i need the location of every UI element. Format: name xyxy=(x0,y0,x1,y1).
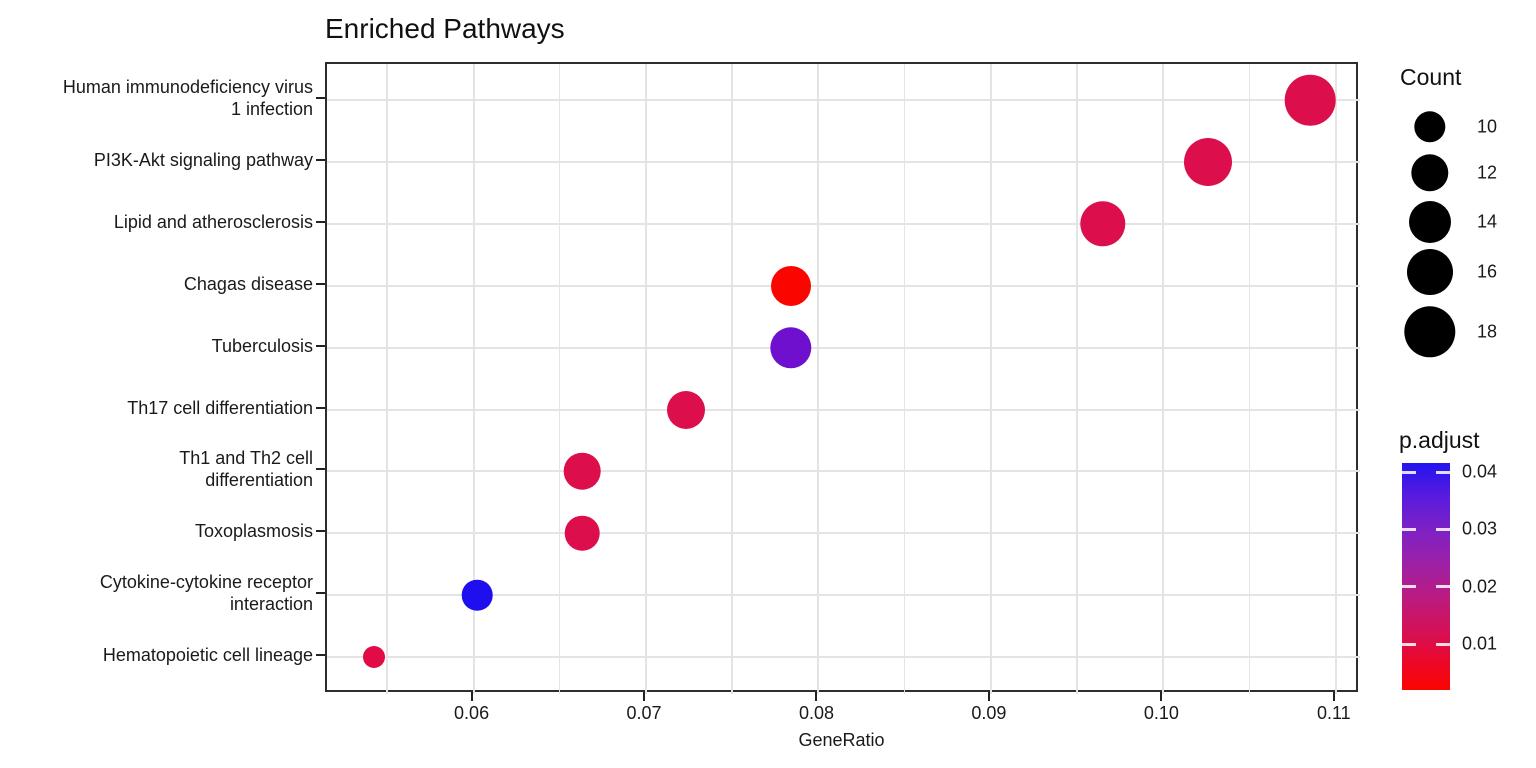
legend-padjust-title: p.adjust xyxy=(1399,427,1480,453)
y-tick-mark xyxy=(316,220,325,223)
legend-count-label: 14 xyxy=(1477,211,1498,232)
y-axis-label: Th1 and Th2 cell differentiation xyxy=(179,448,313,491)
gridline-horizontal xyxy=(327,594,1360,597)
gridline-horizontal xyxy=(327,532,1360,535)
y-tick-mark xyxy=(316,530,325,533)
y-tick-mark xyxy=(316,282,325,285)
colorbar-tick-left xyxy=(1402,470,1416,474)
gridline-major-vertical xyxy=(472,64,475,694)
y-axis-label: Tuberculosis xyxy=(211,335,313,356)
pathway-dot xyxy=(564,516,600,551)
gridline-horizontal xyxy=(327,222,1360,225)
gridline-minor-vertical xyxy=(903,64,906,694)
gridline-major-vertical xyxy=(1334,64,1337,694)
colorbar-tick-right xyxy=(1436,470,1450,474)
y-axis-label: Cytokine-cytokine receptor interaction xyxy=(99,572,313,615)
x-tick-mark xyxy=(470,692,473,701)
legend-count-circle xyxy=(1411,154,1449,192)
y-axis-label: Lipid and atherosclerosis xyxy=(113,211,313,232)
pathway-dot xyxy=(362,646,385,669)
x-tick-label: 0.11 xyxy=(1316,703,1351,723)
y-axis-label: Chagas disease xyxy=(183,273,313,294)
y-tick-mark xyxy=(316,592,325,595)
padjust-colorbar xyxy=(1402,463,1450,690)
legend-count-label: 12 xyxy=(1477,162,1498,183)
gridline-minor-vertical xyxy=(558,64,561,694)
y-tick-mark xyxy=(316,158,325,161)
legend-count-circle xyxy=(1409,201,1451,243)
x-tick-mark xyxy=(1332,692,1335,701)
pathway-dot xyxy=(1080,201,1126,247)
colorbar-tick-right xyxy=(1436,642,1450,646)
gridline-major-vertical xyxy=(989,64,992,694)
pathway-dot xyxy=(666,390,705,429)
y-tick-mark xyxy=(316,406,325,409)
x-tick-label: 0.06 xyxy=(454,703,490,723)
y-tick-mark xyxy=(316,468,325,471)
plot-panel xyxy=(325,62,1360,694)
legend-padjust-label: 0.04 xyxy=(1462,461,1498,482)
pathway-dot xyxy=(770,326,812,369)
colorbar-tick-right xyxy=(1436,585,1450,589)
x-tick-label: 0.08 xyxy=(798,703,834,723)
x-tick-mark xyxy=(643,692,646,701)
gridline-horizontal xyxy=(327,656,1360,659)
gridline-minor-vertical xyxy=(1076,64,1078,694)
gridline-minor-vertical xyxy=(1248,64,1251,694)
x-tick-mark xyxy=(815,692,818,701)
pathway-dot xyxy=(461,579,493,611)
legend-padjust-label: 0.02 xyxy=(1462,576,1498,597)
colorbar-tick-right xyxy=(1436,527,1450,531)
gridline-major-vertical xyxy=(1162,64,1165,694)
y-axis-label: Th17 cell differentiation xyxy=(127,397,313,418)
gridline-major-vertical xyxy=(645,64,648,694)
gridline-horizontal xyxy=(327,284,1360,287)
pathway-dot xyxy=(1284,74,1336,126)
gridline-minor-vertical xyxy=(731,64,733,694)
y-axis-label: Toxoplasmosis xyxy=(194,521,313,542)
y-axis-label: Hematopoietic cell lineage xyxy=(102,645,313,666)
pathway-dot xyxy=(1184,137,1233,186)
legend-count-label: 16 xyxy=(1477,261,1498,282)
gridline-horizontal xyxy=(327,160,1360,163)
x-tick-label: 0.09 xyxy=(971,703,1007,723)
x-axis-title: GeneRatio xyxy=(798,730,885,750)
x-tick-label: 0.10 xyxy=(1143,703,1179,723)
colorbar-tick-left xyxy=(1402,585,1416,589)
legend-count-label: 18 xyxy=(1477,321,1498,342)
x-tick-mark xyxy=(987,692,990,701)
gridline-horizontal xyxy=(327,346,1360,349)
gridline-minor-vertical xyxy=(386,64,388,694)
x-tick-mark xyxy=(1160,692,1163,701)
legend-padjust-label: 0.01 xyxy=(1462,633,1498,654)
colorbar-tick-left xyxy=(1402,642,1416,646)
y-tick-mark xyxy=(316,654,325,657)
gridline-horizontal xyxy=(327,99,1360,101)
y-tick-mark xyxy=(316,344,325,347)
y-axis-label: Human immunodeficiency virus 1 infection xyxy=(62,77,313,119)
legend-count-circle xyxy=(1407,249,1453,295)
colorbar-tick-left xyxy=(1402,527,1416,531)
x-tick-label: 0.07 xyxy=(626,703,662,723)
pathway-dot xyxy=(770,265,811,306)
legend-count-label: 10 xyxy=(1477,116,1498,137)
legend-padjust-label: 0.03 xyxy=(1462,518,1498,539)
gridline-horizontal xyxy=(327,408,1360,411)
chart-title: Enriched Pathways xyxy=(325,13,565,44)
y-axis-label: PI3K-Akt signaling pathway xyxy=(93,149,313,170)
y-tick-mark xyxy=(316,97,325,99)
legend-count-circle xyxy=(1404,306,1456,358)
gridline-horizontal xyxy=(327,470,1360,473)
pathway-dot xyxy=(563,453,601,490)
gridline-major-vertical xyxy=(817,64,820,694)
legend-count-title: Count xyxy=(1400,64,1462,90)
legend-count-circle xyxy=(1414,111,1446,143)
